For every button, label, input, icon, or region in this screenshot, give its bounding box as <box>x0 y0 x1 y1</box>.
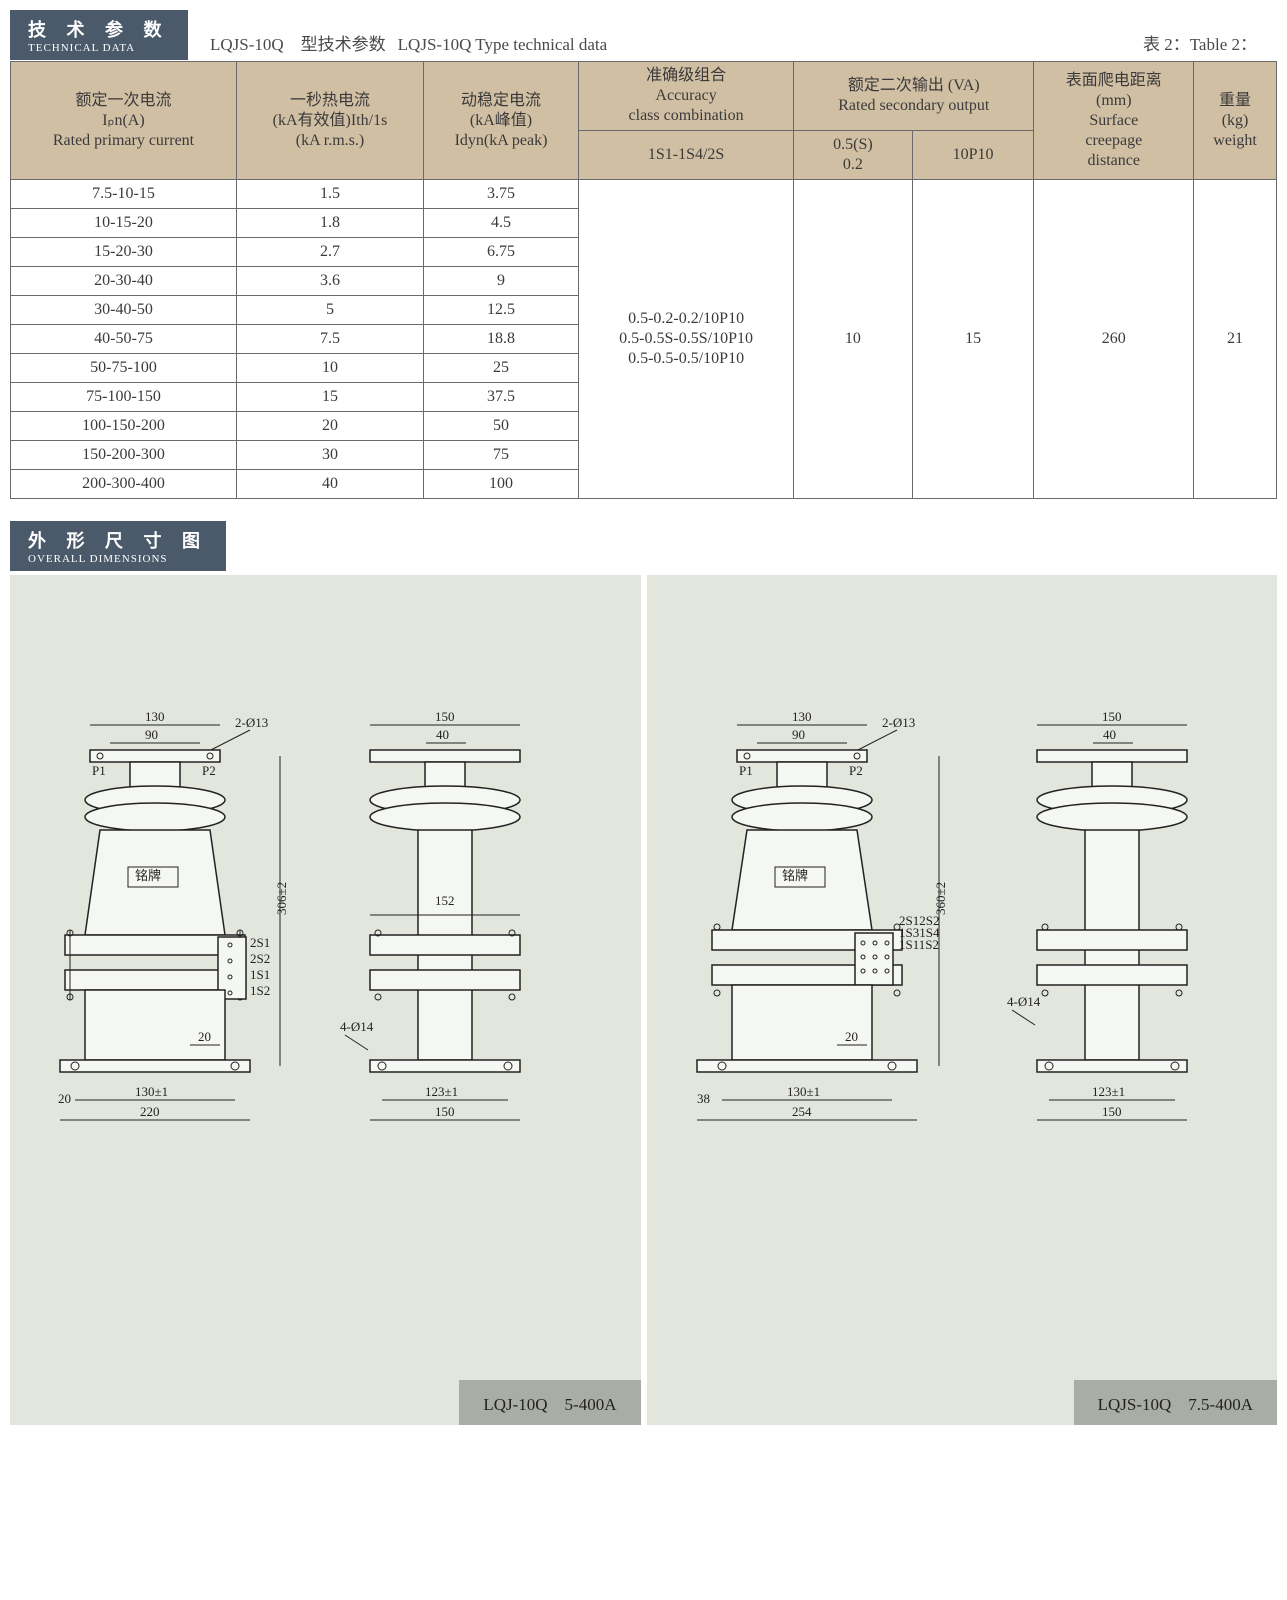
svg-text:P2: P2 <box>202 763 216 778</box>
svg-text:2S1: 2S1 <box>250 935 270 950</box>
table-row: 7.5-10-15 1.5 3.75 0.5-0.2-0.2/10P10 0.5… <box>11 180 1277 209</box>
svg-text:1S2: 1S2 <box>250 983 270 998</box>
svg-text:2S2: 2S2 <box>250 951 270 966</box>
svg-text:4-Ø14: 4-Ø14 <box>340 1019 374 1034</box>
th-accuracy: 准确级组合 Accuracy class combination <box>579 62 794 131</box>
svg-text:20: 20 <box>845 1029 858 1044</box>
th-sub-1s: 1S1-1S4/2S <box>579 131 794 180</box>
lqjs-side-drawing: 150 40 4-Ø14 123 <box>1007 705 1227 1175</box>
panel-label-lqjs: LQJS-10Q 7.5-400A <box>1074 1380 1277 1425</box>
th-sub-05s: 0.5(S)0.2 <box>794 131 913 180</box>
cell-accuracy: 0.5-0.2-0.2/10P10 0.5-0.5S-0.5S/10P10 0.… <box>579 180 794 499</box>
dimensions-header: 外 形 尺 寸 图 OVERALL DIMENSIONS <box>10 521 226 571</box>
th-dynamic-current: 动稳定电流 (kA峰值) Idyn(kA peak) <box>424 62 579 180</box>
th-creepage: 表面爬电距离 (mm) Surface creepage distance <box>1034 62 1194 180</box>
svg-text:2-Ø13: 2-Ø13 <box>235 715 268 730</box>
cell-weight: 21 <box>1194 180 1277 499</box>
th-sub-10p10: 10P10 <box>912 131 1034 180</box>
svg-text:150: 150 <box>435 709 455 724</box>
svg-text:P2: P2 <box>849 763 863 778</box>
svg-text:220: 220 <box>140 1104 160 1119</box>
lqj-side-drawing: 150 40 152 <box>340 705 560 1175</box>
svg-text:130±1: 130±1 <box>135 1084 168 1099</box>
svg-text:306±2: 306±2 <box>274 882 289 915</box>
svg-text:4-Ø14: 4-Ø14 <box>1007 994 1041 1009</box>
technical-data-header: 技 术 参 数 TECHNICAL DATA <box>10 10 188 60</box>
svg-text:254: 254 <box>792 1104 812 1119</box>
svg-text:38: 38 <box>697 1091 710 1106</box>
caption-model-cn: LQJS-10Q 型技术参数 <box>210 30 386 55</box>
lqj-front-drawing: 130 90 2-Ø13 P1 P2 <box>40 705 300 1175</box>
svg-text:152: 152 <box>435 893 455 908</box>
svg-text:20: 20 <box>198 1029 211 1044</box>
svg-text:90: 90 <box>145 727 158 742</box>
svg-text:铭牌: 铭牌 <box>782 868 808 883</box>
header-cn: 技 术 参 数 <box>28 16 170 42</box>
table-caption: LQJS-10Q 型技术参数 LQJS-10Q Type technical d… <box>210 30 1277 55</box>
svg-text:123±1: 123±1 <box>1092 1084 1125 1099</box>
svg-text:150: 150 <box>1102 709 1122 724</box>
svg-text:130±1: 130±1 <box>787 1084 820 1099</box>
svg-text:130: 130 <box>145 709 165 724</box>
svg-text:1S1: 1S1 <box>250 967 270 982</box>
svg-text:2-Ø13: 2-Ø13 <box>882 715 915 730</box>
svg-text:40: 40 <box>1103 727 1116 742</box>
svg-text:20: 20 <box>58 1091 71 1106</box>
svg-text:40: 40 <box>436 727 449 742</box>
svg-text:1S11S2: 1S11S2 <box>899 937 939 952</box>
svg-text:360±2: 360±2 <box>933 882 948 915</box>
svg-text:130: 130 <box>792 709 812 724</box>
svg-text:150: 150 <box>1102 1104 1122 1119</box>
header2-en: OVERALL DIMENSIONS <box>28 553 208 565</box>
dimension-panel-lqjs: 130 90 2-Ø13 P1 P2 铭牌 <box>647 575 1278 1425</box>
svg-text:90: 90 <box>792 727 805 742</box>
svg-text:150: 150 <box>435 1104 455 1119</box>
svg-text:P1: P1 <box>739 763 753 778</box>
header2-cn: 外 形 尺 寸 图 <box>28 527 208 553</box>
header-en: TECHNICAL DATA <box>28 42 170 54</box>
caption-table-no: 表 2：Table 2： <box>1143 30 1257 55</box>
th-secondary-output: 额定二次输出 (VA) Rated secondary output <box>794 62 1034 131</box>
caption-model-en: LQJS-10Q Type technical data <box>398 35 608 55</box>
th-primary-current: 额定一次电流 Iₚn(A) Rated primary current <box>11 62 237 180</box>
dimension-panel-lqj: 130 90 2-Ø13 P1 P2 <box>10 575 641 1425</box>
th-weight: 重量 (kg) weight <box>1194 62 1277 180</box>
svg-text:P1: P1 <box>92 763 106 778</box>
svg-text:铭牌: 铭牌 <box>135 868 161 883</box>
panel-label-lqj: LQJ-10Q 5-400A <box>459 1380 640 1425</box>
cell-va2: 15 <box>912 180 1034 499</box>
lqjs-front-drawing: 130 90 2-Ø13 P1 P2 铭牌 <box>677 705 957 1175</box>
cell-creep: 260 <box>1034 180 1194 499</box>
cell-va1: 10 <box>794 180 913 499</box>
svg-text:123±1: 123±1 <box>425 1084 458 1099</box>
th-thermal-current: 一秒热电流 (kA有效值)Ith/1s (kA r.m.s.) <box>236 62 423 180</box>
technical-data-table: 额定一次电流 Iₚn(A) Rated primary current 一秒热电… <box>10 61 1277 499</box>
